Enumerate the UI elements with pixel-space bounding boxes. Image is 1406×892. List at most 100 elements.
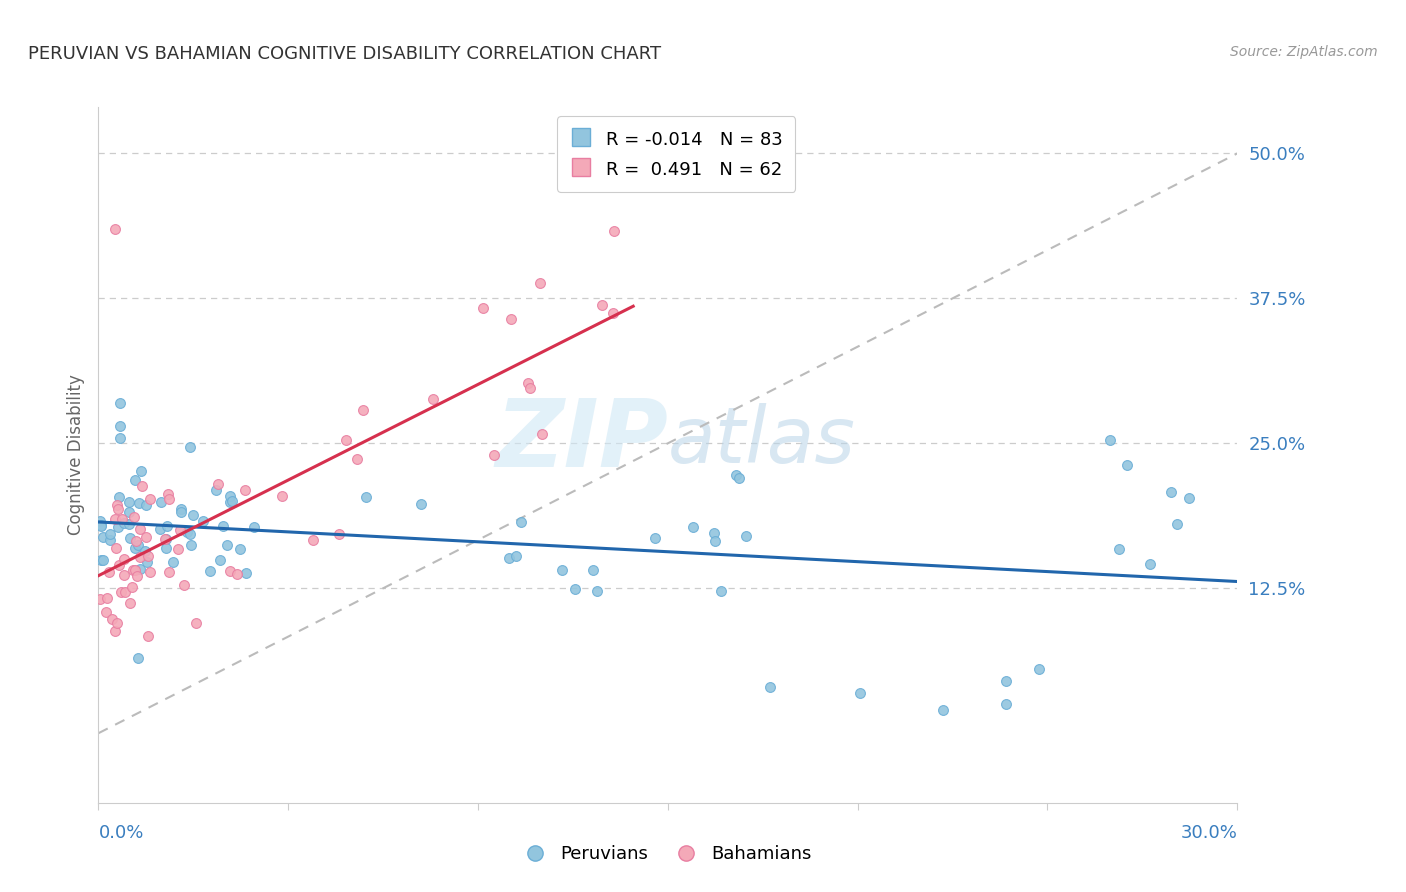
Point <box>114 585 136 599</box>
Point <box>118 505 141 519</box>
Point <box>110 585 132 599</box>
Point <box>118 516 141 531</box>
Point <box>169 523 191 537</box>
Point <box>96 591 118 606</box>
Point <box>422 392 444 406</box>
Point <box>125 533 148 548</box>
Point <box>118 531 141 545</box>
Point <box>586 584 609 599</box>
Point <box>498 551 520 566</box>
Point <box>184 615 207 630</box>
Point <box>90 519 112 533</box>
Point <box>176 524 198 539</box>
Point <box>200 564 222 578</box>
Point <box>124 510 146 524</box>
Point <box>328 527 350 541</box>
Point <box>121 580 143 594</box>
Point <box>136 555 159 569</box>
Point <box>335 433 357 447</box>
Point <box>219 564 242 578</box>
Point <box>1115 458 1137 472</box>
Point <box>530 426 553 441</box>
Point <box>682 520 704 534</box>
Y-axis label: Cognitive Disability: Cognitive Disability <box>66 375 84 535</box>
Point <box>105 498 128 512</box>
Point <box>107 502 129 516</box>
Point <box>482 448 505 462</box>
Point <box>644 531 666 545</box>
Point <box>96 605 118 619</box>
Point <box>302 533 325 547</box>
Point <box>181 508 204 523</box>
Point <box>89 591 111 606</box>
Point <box>135 498 157 512</box>
Point <box>849 685 872 699</box>
Point <box>179 526 201 541</box>
Point <box>1028 662 1050 677</box>
Point <box>91 553 114 567</box>
Point <box>550 563 572 577</box>
Point <box>93 530 115 544</box>
Point <box>118 495 141 509</box>
Point <box>219 489 242 503</box>
Point <box>112 568 135 582</box>
Point <box>98 527 121 541</box>
Point <box>1099 433 1122 447</box>
Point <box>270 489 292 503</box>
Point <box>162 555 184 569</box>
Text: ZIP: ZIP <box>495 395 668 487</box>
Text: Source: ZipAtlas.com: Source: ZipAtlas.com <box>1230 45 1378 59</box>
Point <box>136 629 159 643</box>
Point <box>157 566 180 580</box>
Point <box>591 297 613 311</box>
Point <box>98 533 121 547</box>
Point <box>104 222 127 236</box>
Point <box>1177 491 1199 505</box>
Point <box>931 703 953 717</box>
Point <box>510 515 533 529</box>
Point <box>229 541 252 556</box>
Point <box>129 550 152 565</box>
Legend: Peruvians, Bahamians: Peruvians, Bahamians <box>517 838 818 871</box>
Point <box>156 486 179 500</box>
Point <box>235 566 257 580</box>
Point <box>156 518 179 533</box>
Point <box>112 516 135 531</box>
Point <box>180 538 202 552</box>
Point <box>179 441 201 455</box>
Point <box>138 549 160 563</box>
Point <box>122 563 145 577</box>
Point <box>193 514 215 528</box>
Point <box>352 403 374 417</box>
Point <box>233 483 256 497</box>
Point <box>150 494 173 508</box>
Point <box>170 505 193 519</box>
Point <box>166 542 188 557</box>
Point <box>101 612 124 626</box>
Point <box>104 624 127 639</box>
Point <box>138 565 160 579</box>
Point <box>153 533 176 547</box>
Point <box>354 490 377 504</box>
Point <box>602 305 624 319</box>
Point <box>118 596 141 610</box>
Point <box>564 582 586 596</box>
Point <box>703 526 725 541</box>
Point <box>110 511 132 525</box>
Point <box>124 473 146 487</box>
Point <box>107 520 129 534</box>
Point <box>127 650 149 665</box>
Point <box>89 514 111 528</box>
Point <box>225 567 247 582</box>
Point <box>499 311 522 326</box>
Point <box>155 532 177 546</box>
Point <box>582 564 605 578</box>
Point <box>127 568 149 582</box>
Point <box>108 558 131 572</box>
Point <box>221 493 243 508</box>
Text: PERUVIAN VS BAHAMIAN COGNITIVE DISABILITY CORRELATION CHART: PERUVIAN VS BAHAMIAN COGNITIVE DISABILIT… <box>28 45 661 62</box>
Point <box>1139 558 1161 572</box>
Text: 30.0%: 30.0% <box>1181 823 1237 842</box>
Point <box>995 674 1018 689</box>
Point <box>129 465 152 479</box>
